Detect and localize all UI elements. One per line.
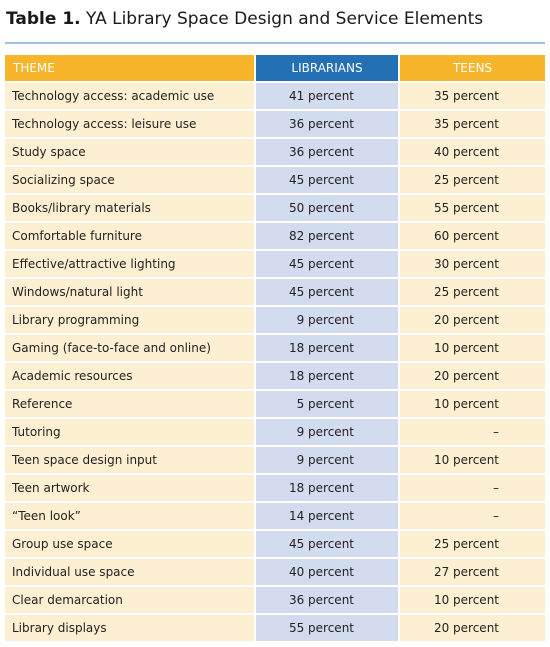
table-cell: Teen space design input [5,446,256,475]
table-cell: Gaming (face-to-face and online) [5,334,256,363]
table-cell: Technology access: academic use [5,82,256,111]
table-cell: 20 percent [399,614,547,643]
table-row: Teen artwork 18 percent – [5,474,547,503]
table-cell: 35 percent [399,82,547,111]
table-row: Windows/natural light 45 percent 25 percen… [5,278,547,307]
table-cell: 18 percent [255,362,400,391]
table-row: Tutoring 9 percent – [5,418,547,447]
table-row: Library displays 55 percent 20 percent [5,614,547,643]
table-cell: “Teen look” [5,502,256,531]
table-cell: 20 percent [399,306,547,335]
title-text: YA Library Space Design and Service Elem… [86,9,484,29]
data-table: THEME LIBRARIANS TEENS Technology access: … [5,55,547,643]
table-cell: 9 percent [255,446,400,475]
table-cell: 20 percent [399,362,547,391]
table-row: Gaming (face-to-face and online) 18 perce… [5,334,547,363]
table-cell: 45 percent [255,166,400,195]
table-cell: 10 percent [399,334,547,363]
table-cell: 9 percent [255,418,400,447]
table-cell: Academic resources [5,362,256,391]
table-cell: Library programming [5,306,256,335]
table-cell: 45 percent [255,278,400,307]
table-row: Clear demarcation 36 percent 10 percent [5,586,547,615]
table-row: Library programming 9 percent 20 percent [5,306,547,335]
table-cell: 36 percent [255,138,400,167]
table-row: Reference 5 percent 10 percent [5,390,547,419]
table-cell: Group use space [5,530,256,559]
table-row: Technology access: leisure use 36 percent… [5,110,547,139]
table-row: Effective/attractive lighting 45 percent 3… [5,250,547,279]
table-cell: 10 percent [399,586,547,615]
header-cell: LIBRARIANS [255,55,400,83]
table-cell: 5 percent [255,390,400,419]
header-cell: THEME [5,55,256,83]
table-row: Academic resources 18 percent 20 percent [5,362,547,391]
title-label: Table 1. [6,9,81,29]
table-cell: 14 percent [255,502,400,531]
table-cell: 25 percent [399,530,547,559]
table-cell: Individual use space [5,558,256,587]
table-cell: 55 percent [399,194,547,223]
table-row: Individual use space 40 percent 27 percent [5,558,547,587]
table-cell: 9 percent [255,306,400,335]
table-cell: Effective/attractive lighting [5,250,256,279]
table-cell: 45 percent [255,250,400,279]
table-cell: 30 percent [399,250,547,279]
table-cell: 10 percent [399,390,547,419]
table-cell: Teen artwork [5,474,256,503]
table-cell: 50 percent [255,194,400,223]
table-row: Comfortable furniture 82 percent 60 percen… [5,222,547,251]
table-row: “Teen look” 14 percent – [5,502,547,531]
title-rule [5,42,545,44]
table-cell: 55 percent [255,614,400,643]
table-title: Table 1. YA Library Space Design and Ser… [6,9,483,29]
table-cell: 27 percent [399,558,547,587]
table-cell: – [399,502,547,531]
header-cell: TEENS [399,55,547,83]
table-cell: 60 percent [399,222,547,251]
table-cell: Comfortable furniture [5,222,256,251]
table-cell: Books/library materials [5,194,256,223]
table-cell: Socializing space [5,166,256,195]
table-row: Teen space design input 9 percent 10 perce… [5,446,547,475]
table-cell: 82 percent [255,222,400,251]
table-cell: 40 percent [399,138,547,167]
table-row: Group use space 45 percent 25 percent [5,530,547,559]
table-cell: – [399,418,547,447]
table-cell: 41 percent [255,82,400,111]
table-cell: 36 percent [255,110,400,139]
table-cell: Technology access: leisure use [5,110,256,139]
table-row: Socializing space 45 percent 25 percent [5,166,547,195]
table-cell: Windows/natural light [5,278,256,307]
table-cell: 36 percent [255,586,400,615]
table-cell: 25 percent [399,278,547,307]
table-cell: – [399,474,547,503]
table-row: Study space 36 percent 40 percent [5,138,547,167]
table-cell: 18 percent [255,474,400,503]
table-cell: 40 percent [255,558,400,587]
table-cell: 35 percent [399,110,547,139]
table-cell: Library displays [5,614,256,643]
header-row: THEME LIBRARIANS TEENS [5,55,547,83]
table-cell: 45 percent [255,530,400,559]
table-cell: Tutoring [5,418,256,447]
table-cell: 18 percent [255,334,400,363]
table-header: THEME LIBRARIANS TEENS [5,55,547,83]
table-row: Books/library materials 50 percent 55 perc… [5,194,547,223]
table-body: Technology access: academic use 41 percen… [5,82,547,643]
table-row: Technology access: academic use 41 percen… [5,82,547,111]
table-cell: Clear demarcation [5,586,256,615]
table-cell: Reference [5,390,256,419]
table-cell: 10 percent [399,446,547,475]
table-cell: 25 percent [399,166,547,195]
table-cell: Study space [5,138,256,167]
